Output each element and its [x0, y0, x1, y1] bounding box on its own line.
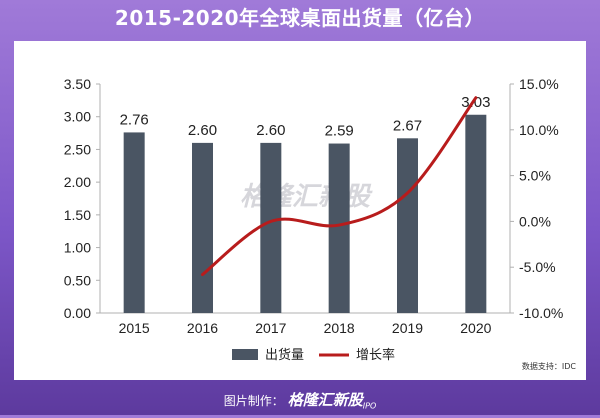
x-tick-label: 2015	[119, 320, 150, 336]
bar-value-label: 2.59	[325, 123, 354, 140]
y-left-tick-label: 3.50	[64, 76, 91, 92]
desktop-shipments-chart: 0.00 0.50 1.00 1.50 2.00 2.50 3.00 3.50 -10.0% -5…	[64, 76, 577, 371]
footer-logo-sub: IPO	[362, 401, 377, 411]
y-left-tick-label: 3.00	[64, 109, 91, 125]
footer-logo: 格隆汇新股	[287, 391, 363, 409]
chart-panel: 0.00 0.50 1.00 1.50 2.00 2.50 3.00 3.50 -10.0% -5…	[14, 41, 586, 380]
footer: 图片制作： 格隆汇新股IPO	[0, 388, 600, 412]
x-tick-label: 2018	[324, 320, 355, 336]
legend-line-label: 增长率	[356, 347, 395, 363]
source-note: 数据支持：IDC	[522, 361, 577, 371]
legend-bar-swatch	[232, 349, 258, 360]
footer-label: 图片制作：	[223, 394, 284, 408]
y-left-tick-label: 0.00	[64, 305, 91, 321]
watermark: 格隆汇新股	[240, 182, 373, 212]
bar	[465, 114, 487, 313]
x-tick-label: 2020	[460, 320, 491, 336]
y-left-tick-label: 1.00	[64, 240, 91, 256]
y-right-tick-label: 15.0%	[519, 76, 559, 92]
bar	[260, 142, 282, 313]
y-left-tick-label: 0.50	[64, 272, 91, 288]
bar-value-label: 2.76	[120, 111, 149, 128]
bar	[397, 138, 418, 313]
y-left-tick-label: 2.50	[64, 141, 91, 157]
y-right-tick-label: -10.0%	[519, 305, 563, 321]
bar-value-label: 2.67	[393, 117, 422, 134]
y-left-tick-label: 1.50	[64, 207, 91, 223]
y-right-tick-label: 10.0%	[519, 122, 559, 138]
bar-value-label: 2.60	[188, 122, 217, 139]
growth-rate-line	[201, 96, 478, 277]
y-left-tick-label: 2.00	[64, 174, 91, 190]
x-tick-label: 2017	[255, 320, 286, 336]
y-right-tick-label: 5.0%	[519, 168, 551, 184]
x-tick-label: 2016	[187, 320, 218, 336]
bar	[192, 142, 213, 313]
y-right-tick-label: 0.0%	[519, 213, 551, 229]
bar	[328, 143, 350, 313]
x-tick-label: 2019	[392, 320, 423, 336]
bar	[123, 132, 145, 313]
y-right-tick-label: -5.0%	[519, 259, 556, 275]
legend-bar-label: 出货量	[265, 347, 304, 363]
chart-title: 2015-2020年全球桌面出货量（亿台）	[114, 6, 486, 30]
bar-value-label: 2.60	[256, 122, 285, 139]
